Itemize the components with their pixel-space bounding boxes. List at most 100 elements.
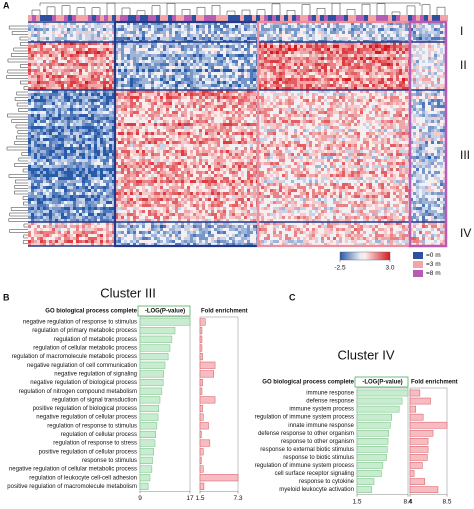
bar xyxy=(139,370,164,378)
sample-strip xyxy=(64,15,68,21)
category-label: regulation of cellular metabolic process xyxy=(33,346,137,352)
category-label: innate immune response xyxy=(288,423,354,429)
sample-strip xyxy=(316,15,320,21)
sample-strip xyxy=(376,15,380,21)
sample-strip xyxy=(100,15,104,21)
bar xyxy=(199,379,203,387)
category-label: response to cytokine xyxy=(299,479,355,485)
sample-strip xyxy=(284,15,288,21)
sample-strip xyxy=(96,15,100,21)
group-border xyxy=(408,20,448,248)
bar xyxy=(139,482,149,490)
sample-strip xyxy=(256,15,260,21)
panel-title: Cluster IV xyxy=(337,347,394,362)
x-tick-label: 8.4 xyxy=(403,498,412,505)
cluster-label: IV xyxy=(460,226,471,240)
x-tick-label: 17 xyxy=(186,495,194,502)
legend-swatch xyxy=(413,261,423,268)
sample-strip xyxy=(104,15,108,21)
bar xyxy=(139,465,153,473)
heatmap-cells xyxy=(28,22,446,246)
bar xyxy=(139,430,156,438)
sample-strip xyxy=(276,15,280,21)
bar xyxy=(199,422,209,430)
bar xyxy=(199,465,204,473)
sample-strip xyxy=(396,15,400,21)
sample-strip xyxy=(264,15,268,21)
sample-strip xyxy=(324,15,328,21)
bar xyxy=(139,318,191,326)
colorbar xyxy=(339,251,391,261)
bar xyxy=(409,486,439,493)
category-label: regulation of response to stress xyxy=(53,441,137,447)
sample-strip xyxy=(224,15,228,21)
category-label: response to other organism xyxy=(281,439,354,445)
bar xyxy=(139,413,159,421)
sample-strip xyxy=(204,15,208,21)
x-tick-label: 1.5 xyxy=(352,498,361,505)
bar xyxy=(409,437,429,445)
sample-strip xyxy=(412,15,416,21)
sample-strip xyxy=(348,15,352,21)
sample-strip xyxy=(296,15,300,21)
sample-strip xyxy=(248,15,252,21)
category-label: negative regulation of signaling xyxy=(54,371,137,377)
bar xyxy=(409,454,428,461)
bar xyxy=(139,327,176,335)
category-label: positive regulation of macromolecule met… xyxy=(7,484,137,490)
sample-strip xyxy=(300,15,304,21)
category-label: immune response xyxy=(306,391,354,397)
axis-title: Fold enrichment xyxy=(201,309,248,315)
category-label: regulation of leukocyte cell-cell adhesi… xyxy=(29,475,137,481)
header-box xyxy=(354,376,409,388)
bar xyxy=(199,439,211,447)
sample-strip xyxy=(212,15,216,21)
sample-strip xyxy=(244,15,248,21)
bar xyxy=(356,454,387,461)
cluster-label: II xyxy=(460,58,467,72)
bar xyxy=(356,405,400,413)
category-label: positive regulation of cellular process xyxy=(39,449,137,455)
sample-strip xyxy=(136,15,140,21)
sample-strip xyxy=(36,15,40,21)
sample-strip xyxy=(80,15,84,21)
heatmap-cells xyxy=(28,42,425,243)
bar xyxy=(199,396,216,404)
cluster-label: I xyxy=(460,24,463,38)
header-box xyxy=(137,305,191,317)
sample-strip xyxy=(392,15,396,21)
sample-strip xyxy=(252,15,256,21)
sample-strip xyxy=(176,15,180,21)
sample-strip xyxy=(232,15,236,21)
sample-strip xyxy=(192,15,196,21)
legend-label: =0 m xyxy=(426,252,441,259)
sample-strip xyxy=(92,15,96,21)
colorbar-tick-label: 3.0 xyxy=(385,265,394,272)
bar xyxy=(409,397,431,405)
category-label: defense response xyxy=(306,399,354,405)
sample-strip xyxy=(384,15,388,21)
colorbar-tick-label: -2.5 xyxy=(334,265,346,272)
sample-strip xyxy=(60,15,64,21)
bar xyxy=(356,478,375,485)
bar xyxy=(199,387,203,395)
sample-strip xyxy=(168,15,172,21)
bar xyxy=(199,318,206,326)
table-header: GO biological process complete xyxy=(45,309,137,315)
sample-strip xyxy=(360,15,364,21)
bar xyxy=(199,456,202,464)
bar xyxy=(409,446,429,453)
sample-strip xyxy=(172,15,176,21)
sample-strip xyxy=(372,15,376,21)
bar xyxy=(356,486,373,493)
category-label: negative regulation of cellular process xyxy=(36,415,137,421)
legend-swatch xyxy=(413,270,423,277)
bar xyxy=(409,429,434,437)
bar xyxy=(199,344,203,352)
sample-strip xyxy=(272,15,276,21)
bar xyxy=(199,361,216,369)
legend-label: =8 m xyxy=(426,270,441,277)
category-label: regulation of cellular process xyxy=(61,432,137,438)
sample-strip xyxy=(420,15,424,21)
